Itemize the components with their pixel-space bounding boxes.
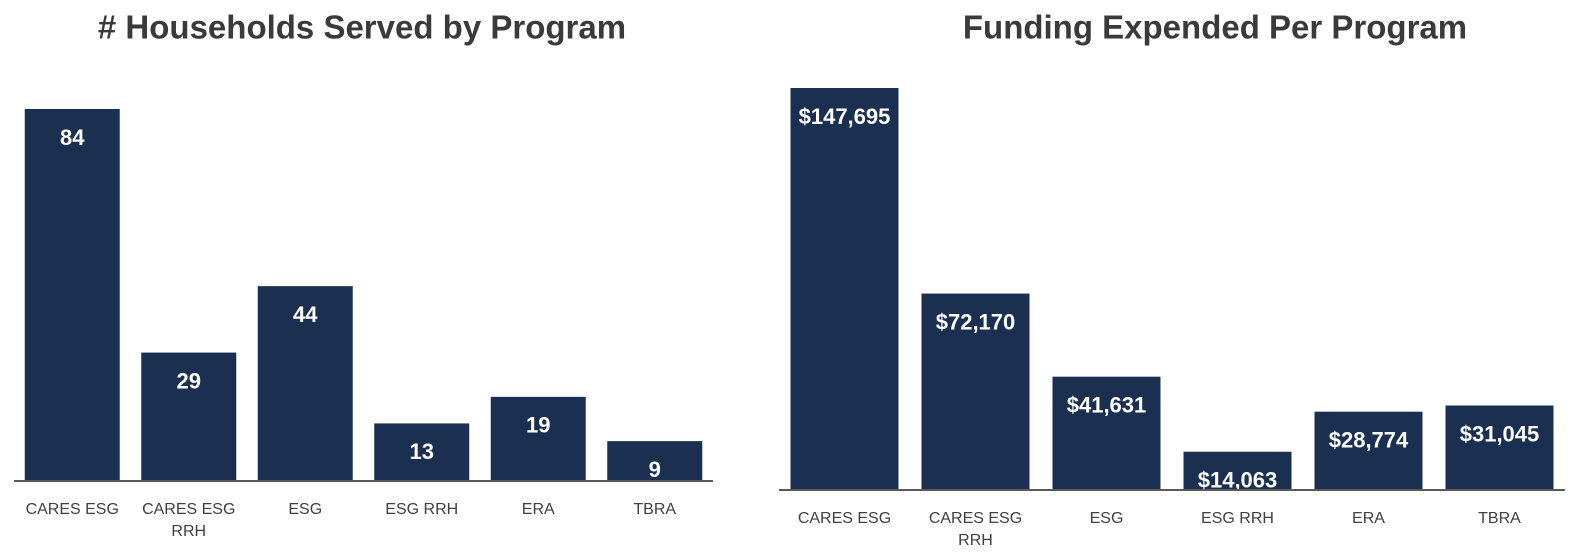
value-label: $14,063	[1198, 468, 1278, 493]
x-tick-label: ERA	[521, 501, 555, 518]
x-tick-label-box: CARES ESG	[25, 501, 119, 518]
bar	[374, 423, 470, 481]
x-tick-label-box: ESG	[288, 501, 323, 518]
x-tick-label-box: ESG RRH	[1201, 510, 1274, 527]
bar	[1445, 405, 1554, 490]
x-tick-label: ESG	[1089, 510, 1124, 527]
x-tick-label-box: ERA	[1352, 510, 1385, 527]
x-tick-label-box: TBRA	[633, 501, 677, 518]
x-tick-label: CARES ESG RRH	[142, 501, 236, 540]
x-tick-label-box: TBRA	[1478, 510, 1521, 527]
x-tick-label: TBRA	[633, 501, 677, 518]
bar	[921, 293, 1030, 490]
bar	[257, 286, 353, 481]
x-tick-label: ESG RRH	[385, 501, 459, 518]
bar	[141, 352, 237, 481]
value-label: 84	[60, 125, 85, 150]
bar	[490, 396, 586, 481]
x-tick-label: CARES ESG	[797, 510, 892, 527]
value-label: 29	[177, 368, 201, 393]
bar	[1052, 376, 1161, 490]
x-tick-label: TBRA	[1478, 510, 1521, 527]
x-tick-label: ESG RRH	[1201, 510, 1274, 527]
value-label: $72,170	[936, 309, 1016, 334]
x-tick-label-box: CARES ESG	[797, 510, 892, 527]
bar	[790, 88, 899, 490]
chart-title: Funding Expended Per Program	[963, 9, 1467, 46]
value-label: $28,774	[1329, 427, 1409, 452]
x-tick-label-box: ESG	[1089, 510, 1124, 527]
value-label: 19	[526, 413, 550, 438]
x-tick-label-box: CARES ESG RRH	[142, 501, 236, 540]
value-label: 9	[649, 457, 661, 482]
x-tick-label: ESG	[288, 501, 323, 518]
value-label: $41,631	[1067, 393, 1147, 418]
x-tick-label-box: CARES ESG RRH	[928, 510, 1023, 549]
x-tick-label-box: ERA	[521, 501, 555, 518]
x-tick-label: CARES ESG RRH	[928, 510, 1023, 549]
x-tick-label: ERA	[1352, 510, 1385, 527]
value-label: $147,695	[799, 104, 891, 129]
chart-title: # Households Served by Program	[98, 9, 626, 46]
bar	[1314, 411, 1423, 490]
value-label: $31,045	[1460, 421, 1540, 446]
value-label: 13	[410, 439, 434, 464]
x-tick-label: CARES ESG	[25, 501, 119, 518]
x-tick-label-box: ESG RRH	[385, 501, 459, 518]
bar	[607, 441, 703, 481]
bar	[24, 109, 120, 481]
bar	[1183, 451, 1292, 490]
value-label: 44	[293, 302, 318, 327]
